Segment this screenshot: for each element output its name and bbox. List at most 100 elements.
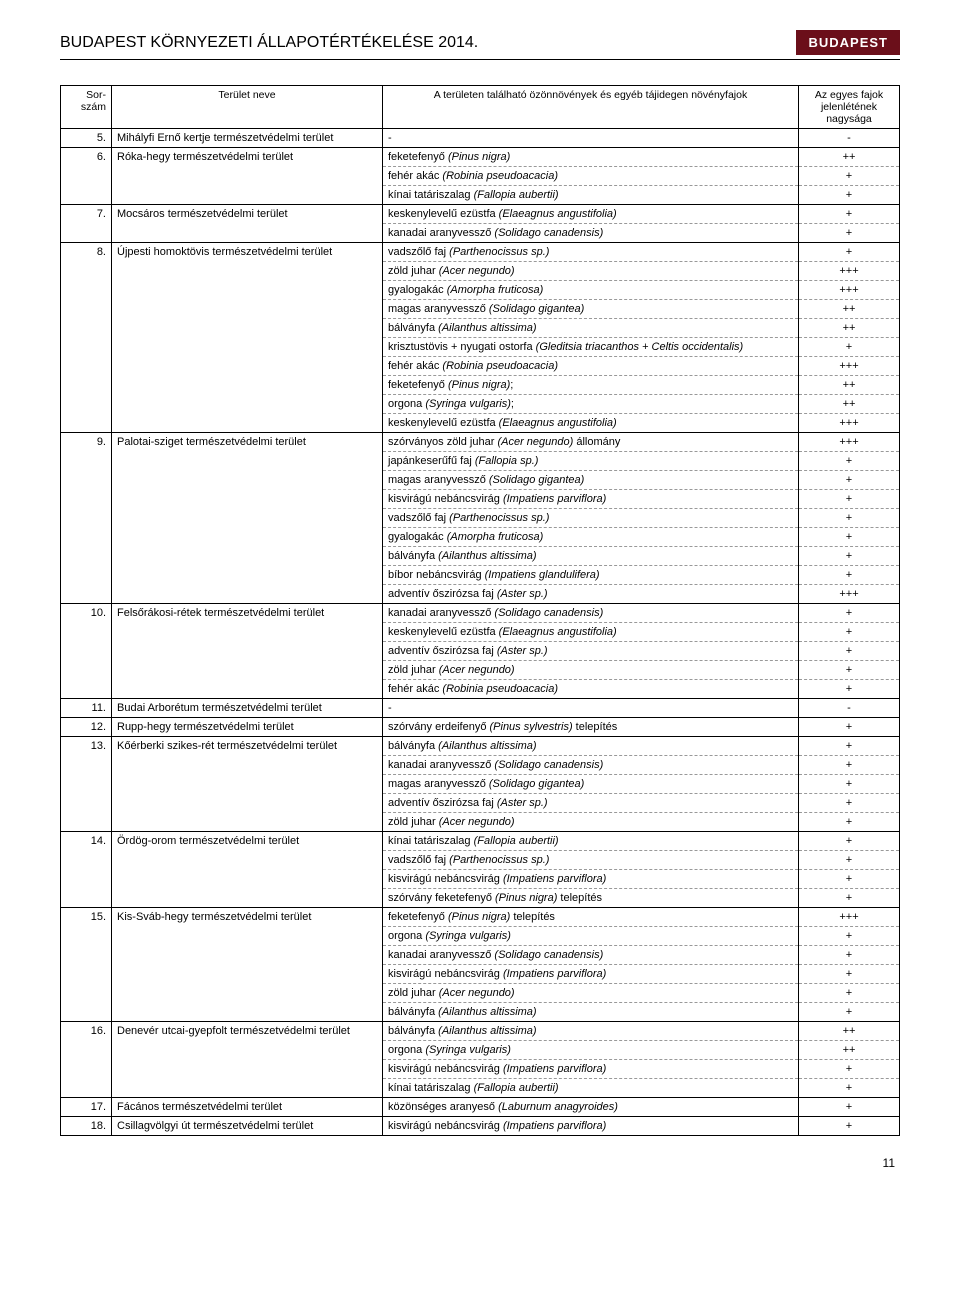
species-cell: krisztustövis + nyugati ostorfa (Gledits… bbox=[383, 338, 799, 357]
row-number: 14. bbox=[61, 832, 112, 908]
area-name: Mocsáros természetvédelmi terület bbox=[112, 205, 383, 243]
species-cell: kisvirágú nebáncsvirág (Impatiens parvif… bbox=[383, 965, 799, 984]
species-cell: kínai tatáriszalag (Fallopia aubertii) bbox=[383, 1079, 799, 1098]
table-row: 9.Palotai-sziget természetvédelmi terüle… bbox=[61, 433, 900, 452]
species-cell: keskenylevelű ezüstfa (Elaeagnus angusti… bbox=[383, 205, 799, 224]
species-cell: zöld juhar (Acer negundo) bbox=[383, 813, 799, 832]
row-number: 9. bbox=[61, 433, 112, 604]
species-cell: szórvány erdeifenyő (Pinus sylvestris) t… bbox=[383, 718, 799, 737]
row-number: 12. bbox=[61, 718, 112, 737]
species-cell: bálványfa (Ailanthus altissima) bbox=[383, 737, 799, 756]
species-cell: bálványfa (Ailanthus altissima) bbox=[383, 319, 799, 338]
magnitude-cell: + bbox=[799, 794, 900, 813]
magnitude-cell: ++ bbox=[799, 300, 900, 319]
row-number: 13. bbox=[61, 737, 112, 832]
magnitude-cell: + bbox=[799, 775, 900, 794]
row-number: 8. bbox=[61, 243, 112, 433]
magnitude-cell: + bbox=[799, 243, 900, 262]
magnitude-cell: + bbox=[799, 718, 900, 737]
species-cell: vadszőlő faj (Parthenocissus sp.) bbox=[383, 509, 799, 528]
magnitude-cell: - bbox=[799, 129, 900, 148]
species-cell: közönséges aranyeső (Laburnum anagyroide… bbox=[383, 1098, 799, 1117]
species-cell: kanadai aranyvessző (Solidago canadensis… bbox=[383, 604, 799, 623]
table-row: 11.Budai Arborétum természetvédelmi terü… bbox=[61, 699, 900, 718]
magnitude-cell: + bbox=[799, 1079, 900, 1098]
area-name: Róka-hegy természetvédelmi terület bbox=[112, 148, 383, 205]
magnitude-cell: +++ bbox=[799, 585, 900, 604]
magnitude-cell: ++ bbox=[799, 376, 900, 395]
magnitude-cell: ++ bbox=[799, 395, 900, 414]
magnitude-cell: ++ bbox=[799, 148, 900, 167]
magnitude-cell: + bbox=[799, 167, 900, 186]
magnitude-cell: + bbox=[799, 186, 900, 205]
table-row: 13.Kőérberki szikes-rét természetvédelmi… bbox=[61, 737, 900, 756]
species-cell: kisvirágú nebáncsvirág (Impatiens parvif… bbox=[383, 870, 799, 889]
species-cell: zöld juhar (Acer negundo) bbox=[383, 984, 799, 1003]
species-cell: zöld juhar (Acer negundo) bbox=[383, 661, 799, 680]
header-title: BUDAPEST KÖRNYEZETI ÁLLAPOTÉRTÉKELÉSE 20… bbox=[60, 34, 478, 52]
magnitude-cell: + bbox=[799, 851, 900, 870]
species-cell: - bbox=[383, 129, 799, 148]
species-cell: fehér akác (Robinia pseudoacacia) bbox=[383, 167, 799, 186]
col-num-header: Sor-szám bbox=[61, 86, 112, 129]
magnitude-cell: + bbox=[799, 623, 900, 642]
species-cell: keskenylevelű ezüstfa (Elaeagnus angusti… bbox=[383, 623, 799, 642]
magnitude-cell: ++ bbox=[799, 1022, 900, 1041]
magnitude-cell: + bbox=[799, 946, 900, 965]
species-cell: fehér akác (Robinia pseudoacacia) bbox=[383, 357, 799, 376]
magnitude-cell: + bbox=[799, 661, 900, 680]
magnitude-cell: + bbox=[799, 604, 900, 623]
magnitude-cell: +++ bbox=[799, 414, 900, 433]
magnitude-cell: + bbox=[799, 756, 900, 775]
magnitude-cell: +++ bbox=[799, 262, 900, 281]
col-area-header: Terület neve bbox=[112, 86, 383, 129]
magnitude-cell: + bbox=[799, 832, 900, 851]
magnitude-cell: + bbox=[799, 224, 900, 243]
species-cell: kanadai aranyvessző (Solidago canadensis… bbox=[383, 946, 799, 965]
species-cell: bálványfa (Ailanthus altissima) bbox=[383, 547, 799, 566]
magnitude-cell: + bbox=[799, 813, 900, 832]
species-cell: kanadai aranyvessző (Solidago canadensis… bbox=[383, 224, 799, 243]
magnitude-cell: +++ bbox=[799, 908, 900, 927]
row-number: 7. bbox=[61, 205, 112, 243]
magnitude-cell: + bbox=[799, 984, 900, 1003]
species-cell: adventív őszirózsa faj (Aster sp.) bbox=[383, 794, 799, 813]
species-cell: kisvirágú nebáncsvirág (Impatiens parvif… bbox=[383, 1060, 799, 1079]
species-cell: vadszőlő faj (Parthenocissus sp.) bbox=[383, 851, 799, 870]
species-cell: japánkeserűfű faj (Fallopia sp.) bbox=[383, 452, 799, 471]
row-number: 11. bbox=[61, 699, 112, 718]
species-cell: feketefenyő (Pinus nigra); bbox=[383, 376, 799, 395]
area-name: Denevér utcai-gyepfolt természetvédelmi … bbox=[112, 1022, 383, 1098]
species-cell: adventív őszirózsa faj (Aster sp.) bbox=[383, 585, 799, 604]
table-row: 10.Felsőrákosi-rétek természetvédelmi te… bbox=[61, 604, 900, 623]
species-cell: fehér akác (Robinia pseudoacacia) bbox=[383, 680, 799, 699]
row-number: 16. bbox=[61, 1022, 112, 1098]
row-number: 17. bbox=[61, 1098, 112, 1117]
species-cell: magas aranyvessző (Solidago gigantea) bbox=[383, 471, 799, 490]
species-cell: zöld juhar (Acer negundo) bbox=[383, 262, 799, 281]
species-cell: orgona (Syringa vulgaris) bbox=[383, 1041, 799, 1060]
species-cell: kisvirágú nebáncsvirág (Impatiens parvif… bbox=[383, 1117, 799, 1136]
row-number: 5. bbox=[61, 129, 112, 148]
table-row: 17.Fácános természetvédelmi területközön… bbox=[61, 1098, 900, 1117]
species-cell: keskenylevelű ezüstfa (Elaeagnus angusti… bbox=[383, 414, 799, 433]
row-number: 15. bbox=[61, 908, 112, 1022]
magnitude-cell: + bbox=[799, 452, 900, 471]
magnitude-cell: + bbox=[799, 965, 900, 984]
species-cell: bálványfa (Ailanthus altissima) bbox=[383, 1003, 799, 1022]
area-name: Palotai-sziget természetvédelmi terület bbox=[112, 433, 383, 604]
page-header: BUDAPEST KÖRNYEZETI ÁLLAPOTÉRTÉKELÉSE 20… bbox=[60, 30, 900, 60]
species-cell: gyalogakác (Amorpha fruticosa) bbox=[383, 281, 799, 300]
species-cell: adventív őszirózsa faj (Aster sp.) bbox=[383, 642, 799, 661]
table-row: 5.Mihályfi Ernő kertje természetvédelmi … bbox=[61, 129, 900, 148]
species-cell: magas aranyvessző (Solidago gigantea) bbox=[383, 775, 799, 794]
area-name: Rupp-hegy természetvédelmi terület bbox=[112, 718, 383, 737]
table-header-row: Sor-szám Terület neve A területen találh… bbox=[61, 86, 900, 129]
species-cell: kisvirágú nebáncsvirág (Impatiens parvif… bbox=[383, 490, 799, 509]
magnitude-cell: - bbox=[799, 699, 900, 718]
table-row: 15.Kis-Sváb-hegy természetvédelmi terüle… bbox=[61, 908, 900, 927]
magnitude-cell: + bbox=[799, 205, 900, 224]
page-number: 11 bbox=[60, 1156, 900, 1170]
magnitude-cell: + bbox=[799, 566, 900, 585]
magnitude-cell: + bbox=[799, 927, 900, 946]
